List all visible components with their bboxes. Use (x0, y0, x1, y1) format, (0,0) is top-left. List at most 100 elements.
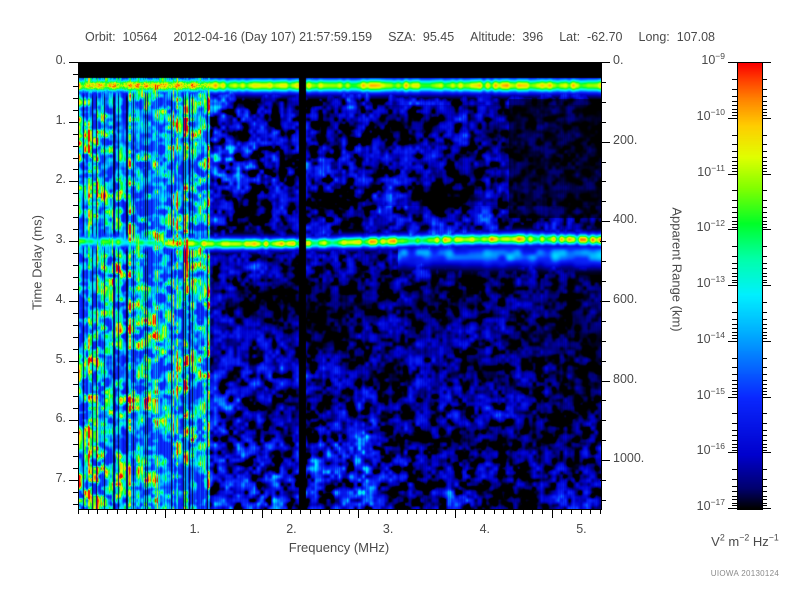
colorbar-tick-label: 10−9 (701, 50, 725, 67)
colorbar-minor-tick (762, 328, 767, 329)
axis-tick (358, 509, 359, 518)
axis-tick (600, 361, 601, 362)
axis-tick (194, 509, 195, 514)
axis-tick (73, 86, 78, 87)
y-axis-title-right: Apparent Range (km) (669, 207, 685, 332)
colorbar-minor-tick (732, 112, 737, 113)
axis-tick (513, 509, 514, 514)
colorbar-minor-tick (762, 151, 767, 152)
colorbar-minor-tick (762, 268, 767, 269)
axis-tick (571, 509, 572, 514)
colorbar-minor-tick (732, 115, 737, 116)
axis-tick (73, 205, 78, 206)
colorbar-minor-tick (732, 227, 737, 228)
axis-tick (73, 504, 78, 505)
long-value: 107.08 (676, 30, 716, 44)
colorbar-minor-tick (762, 144, 767, 145)
altitude-label: Altitude: (470, 30, 516, 44)
colorbar-minor-tick (732, 335, 737, 336)
axis-tick (601, 261, 606, 262)
axis-tick (552, 509, 553, 518)
axis-tick-label: 1. (55, 112, 66, 127)
axis-tick (523, 509, 524, 514)
axis-tick (97, 509, 98, 514)
axis-tick (601, 201, 606, 202)
axis-tick (601, 122, 606, 123)
colorbar-minor-tick (762, 109, 767, 110)
colorbar-minor-tick (762, 200, 767, 201)
axis-tick-label: 0. (613, 53, 624, 67)
axis-tick (69, 62, 78, 63)
colorbar-minor-tick (762, 263, 767, 264)
colorbar-minor-tick (732, 282, 737, 283)
colorbar-minor-tick (762, 89, 767, 90)
x-axis-title: Frequency (MHz) (288, 540, 390, 555)
axis-tick-label: 5. (576, 522, 587, 536)
colorbar-minor-tick (762, 282, 767, 283)
colorbar-minor-tick (732, 384, 737, 385)
colorbar-tick (762, 174, 771, 175)
ionogram-plot-area (78, 62, 602, 510)
axis-tick (349, 509, 350, 514)
colorbar-minor-tick (762, 190, 767, 191)
axis-tick (601, 500, 606, 501)
radargram-heatmap (79, 63, 601, 509)
axis-tick (233, 509, 234, 514)
colorbar-minor-tick (732, 105, 737, 106)
axis-tick (600, 241, 601, 242)
colorbar-minor-tick (732, 324, 737, 325)
colorbar-minor-tick (762, 312, 767, 313)
axis-tick (73, 158, 78, 159)
axis-tick (600, 122, 601, 123)
axis-tick-label: 6. (55, 411, 66, 426)
axis-tick (73, 193, 78, 194)
axis-tick (378, 509, 379, 514)
colorbar-minor-tick (732, 221, 737, 222)
altitude-value: 396 (522, 30, 544, 44)
colorbar-minor-tick (762, 135, 767, 136)
colorbar (737, 62, 763, 510)
colorbar-minor-tick (762, 273, 767, 274)
colorbar-minor-tick (732, 440, 737, 441)
colorbar-tick-label: 10−10 (696, 106, 725, 123)
axis-tick (329, 509, 330, 514)
colorbar-minor-tick (732, 338, 737, 339)
axis-tick (426, 509, 427, 514)
colorbar-minor-tick (732, 151, 737, 152)
axis-tick (73, 384, 78, 385)
axis-tick (601, 460, 610, 461)
colorbar-minor-tick (762, 391, 767, 392)
colorbar-minor-tick (732, 109, 737, 110)
axis-tick (397, 509, 398, 514)
colorbar-tick-label: 10−12 (696, 218, 725, 235)
axis-tick (455, 509, 456, 518)
colorbar-minor-tick (762, 447, 767, 448)
colorbar-minor-tick (762, 440, 767, 441)
colorbar-tick (762, 341, 771, 342)
colorbar-minor-tick (762, 423, 767, 424)
axis-tick (73, 349, 78, 350)
colorbar-minor-tick (732, 374, 737, 375)
axis-tick (73, 337, 78, 338)
axis-tick-label: 1. (189, 522, 200, 536)
colorbar-minor-tick (762, 394, 767, 395)
colorbar-minor-tick (762, 444, 767, 445)
axis-tick (242, 509, 243, 514)
axis-tick (407, 509, 408, 514)
colorbar-minor-tick (762, 496, 767, 497)
sza-label: SZA: (388, 30, 416, 44)
colorbar-minor-tick (762, 256, 767, 257)
colorbar-minor-tick (732, 503, 737, 504)
colorbar-minor-tick (732, 430, 737, 431)
colorbar-minor-tick (732, 280, 737, 281)
colorbar-minor-tick (732, 171, 737, 172)
colorbar-minor-tick (732, 486, 737, 487)
colorbar-minor-tick (762, 335, 767, 336)
colorbar-tick (762, 285, 771, 286)
axis-tick (73, 74, 78, 75)
axis-tick (281, 509, 282, 514)
colorbar-minor-tick (762, 171, 767, 172)
colorbar-tick (728, 285, 737, 286)
axis-tick (73, 408, 78, 409)
colorbar-minor-tick (762, 319, 767, 320)
